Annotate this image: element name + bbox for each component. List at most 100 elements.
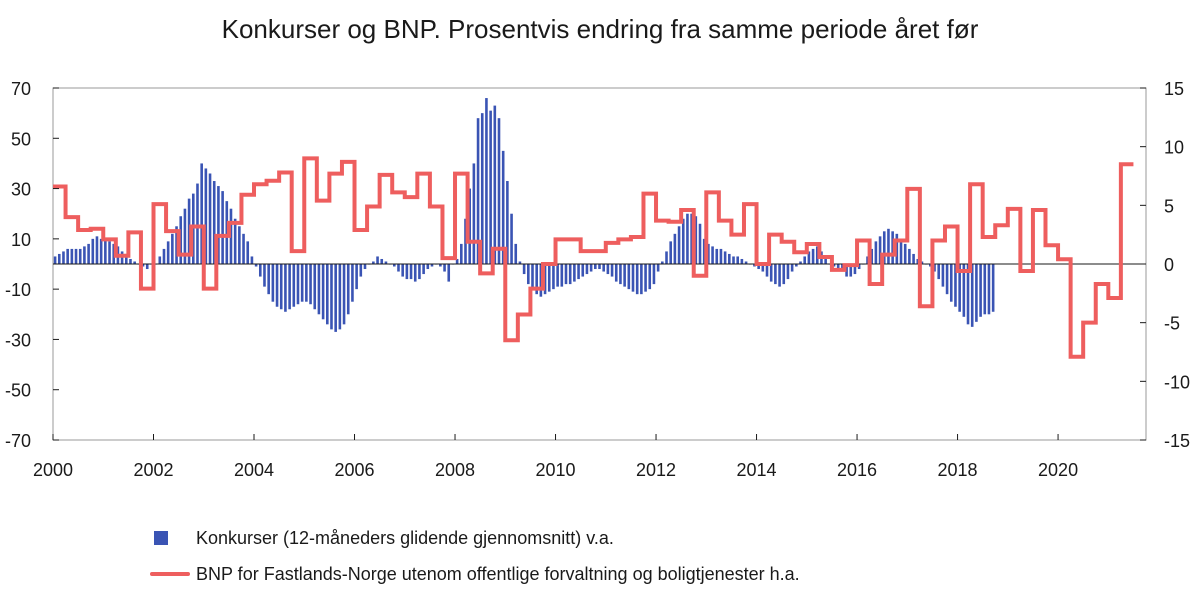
right-tick-label: -10 [1164,372,1190,392]
bar [129,258,132,264]
x-tick-label: 2002 [133,460,173,480]
legend-item-line: BNP for Fastlands-Norge utenom offentlig… [150,556,800,592]
bar [460,243,463,264]
bar [426,264,430,270]
bar [866,256,869,264]
bar [359,264,363,277]
legend-swatch-line [150,572,190,576]
bar [715,248,719,264]
bar [133,261,136,264]
bar [104,238,107,264]
bar [648,264,652,290]
bar [217,186,220,264]
x-tick-label: 2000 [33,460,73,480]
bar [841,264,844,272]
bar [970,264,974,327]
left-tick-label: -50 [5,381,31,401]
x-tick-label: 2004 [234,460,274,480]
bar [443,264,446,272]
left-tick-label: -10 [5,280,31,300]
left-tick-label: 30 [11,180,31,200]
bar [623,264,626,287]
bar [493,105,497,264]
bar [552,264,555,290]
bar [585,264,589,275]
bar [522,264,526,275]
bar [568,264,572,285]
x-tick-label: 2006 [334,460,374,480]
bar [78,248,82,264]
bar [212,181,216,264]
right-tick-label: 15 [1164,79,1184,99]
bar [342,264,346,325]
bar [874,241,878,264]
left-tick-label: 10 [11,230,31,250]
bar [112,243,116,264]
bar [464,218,467,264]
bar [983,264,987,315]
bar [732,256,735,264]
bar [975,264,978,322]
bar [543,264,547,295]
bar [803,256,806,264]
line-series [53,156,1134,359]
bar [489,110,492,264]
bar [242,233,245,264]
legend-label-line: BNP for Fastlands-Norge utenom offentlig… [196,563,800,584]
bar [690,213,693,264]
bar [87,243,90,264]
bar [728,253,731,264]
bar [878,236,882,264]
bar [284,264,287,312]
bar [175,226,178,264]
bar [409,264,413,280]
bar [271,264,275,302]
bar [702,238,706,264]
bar [300,264,304,302]
bar [62,251,65,264]
bar [929,264,932,267]
bar [191,193,195,264]
bar [941,264,945,287]
bar [476,118,480,264]
bar [468,188,471,264]
bar [778,264,781,287]
bar [204,168,208,264]
bar [355,264,358,290]
bar [141,264,145,267]
right-tick-label: -15 [1164,431,1190,451]
bar [937,264,941,280]
bar [824,256,827,264]
bar [330,264,333,330]
bar [95,236,99,264]
bar [594,264,597,270]
bar [560,264,564,287]
bar [891,231,894,264]
bar [740,258,744,264]
bar [363,264,367,270]
bar [811,248,815,264]
bar [305,264,308,302]
bar [384,261,388,264]
bar [627,264,631,290]
bar [644,264,647,292]
bar [933,264,936,272]
x-tick-label: 2008 [435,460,475,480]
bar [455,258,459,264]
right-tick-label: 0 [1164,255,1174,275]
bar [782,264,786,285]
bar [70,248,74,264]
bar [246,241,250,264]
x-tick-label: 2018 [938,460,978,480]
bar [413,264,417,282]
bar [774,264,777,285]
bar [681,218,685,264]
bar [238,226,241,264]
bar [845,264,848,277]
legend-swatch-bars [154,531,168,545]
bar [83,246,86,264]
bar [439,264,442,267]
bar [786,264,790,280]
bar [807,251,811,264]
bar [472,163,476,264]
